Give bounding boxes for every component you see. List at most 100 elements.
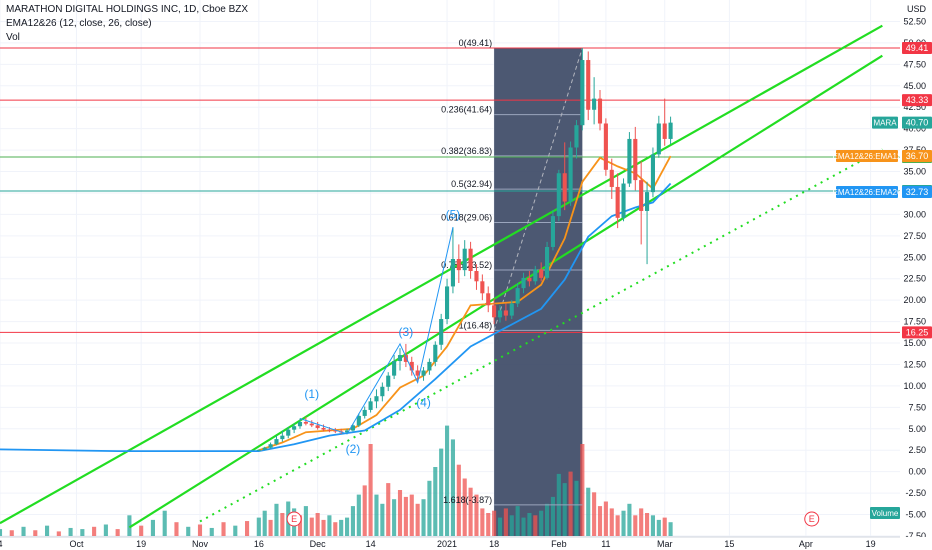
- level-tag-label: 43.33: [906, 95, 929, 105]
- candle-body: [368, 401, 373, 410]
- candle-body: [427, 361, 432, 371]
- candle-body: [309, 423, 314, 426]
- volume-bar: [245, 521, 250, 536]
- candle-body: [574, 125, 579, 148]
- volume-bar: [315, 513, 320, 536]
- series-tag-label: MARA: [873, 119, 897, 128]
- candle-body: [439, 319, 444, 345]
- volume-bar: [21, 526, 26, 536]
- fib-level-label: 1(16.48): [459, 320, 493, 330]
- volume-bar: [297, 515, 303, 536]
- volume-badge-label: Volume: [872, 509, 899, 518]
- price-tags: 49.41 43.33 36.70 32.73 16.25 MARA 40.70 EMA12&…: [833, 41, 932, 519]
- price-tick-label: 17.50: [903, 317, 926, 327]
- earnings-icon-label: E: [291, 514, 297, 524]
- volume-bar: [127, 515, 132, 536]
- candle-body: [421, 370, 426, 376]
- price-axis[interactable]: USD52.5050.0047.5045.0042.5040.0037.5035…: [900, 0, 932, 550]
- time-tick-label: 11: [601, 539, 610, 549]
- time-tick-label: 2021: [437, 539, 457, 549]
- price-tick-label: -7.50: [905, 531, 926, 541]
- volume-bar: [568, 471, 573, 536]
- price-tick-label: 25.00: [903, 252, 926, 262]
- candle-body: [274, 439, 279, 445]
- time-tick-label: 18: [489, 539, 499, 549]
- candle-body: [380, 386, 385, 397]
- volume-bar: [539, 510, 544, 536]
- volume-bar: [386, 483, 391, 536]
- trend-channel[interactable]: [0, 24, 883, 529]
- volume-bar: [656, 519, 661, 536]
- level-tag: [902, 94, 932, 107]
- earnings-icon: [804, 511, 820, 527]
- earnings-icon: [286, 511, 302, 527]
- volume-bar: [415, 503, 420, 536]
- candle-body: [480, 281, 485, 294]
- candle-body: [509, 303, 514, 316]
- channel-line: [128, 54, 883, 529]
- volume-bar: [339, 519, 344, 536]
- volume-bar: [345, 517, 350, 536]
- volume-bar: [327, 515, 332, 536]
- volume-bar: [433, 467, 438, 536]
- candle-body: [586, 60, 591, 110]
- volume-bar: [374, 494, 379, 536]
- horizontal-levels[interactable]: [0, 47, 900, 333]
- volume-bar: [521, 517, 526, 536]
- fib-level-label: 0.382(36.83): [441, 146, 492, 156]
- price-tick-label: 10.00: [903, 381, 926, 391]
- symbol-title[interactable]: MARATHON DIGITAL HOLDINGS INC, 1D, Cboe …: [6, 4, 249, 15]
- indicator-legend[interactable]: EMA12&26 (12, close, 26, close): [6, 18, 152, 29]
- candle-body: [668, 122, 673, 139]
- candle-body: [450, 258, 455, 287]
- candle-body: [303, 421, 308, 424]
- volume-bar: [474, 494, 479, 536]
- volume-bar: [403, 496, 408, 536]
- volume-bar: [450, 439, 455, 536]
- time-axis[interactable]: 4 Oct 19 Nov 16 Dec 14 2021 18 Feb 11 Mar 15 Apr 19: [0, 536, 932, 550]
- volume-badge: [870, 507, 900, 519]
- volume-bar: [392, 499, 397, 536]
- time-tick-label: Nov: [192, 539, 209, 549]
- candle-body: [592, 98, 597, 110]
- volume-bar: [480, 508, 485, 536]
- volume-bar: [562, 483, 567, 536]
- candle-body: [374, 396, 379, 402]
- candle-body: [345, 430, 350, 433]
- candle-body: [321, 427, 326, 430]
- volume-bar: [609, 508, 614, 536]
- candle-body: [615, 186, 620, 218]
- volume-bar: [197, 524, 203, 536]
- fib-range-box: [494, 47, 583, 536]
- volume-bar: [621, 510, 626, 536]
- candle-body: [545, 246, 550, 278]
- volume-bar: [150, 519, 155, 536]
- wave-label: (3): [399, 325, 414, 339]
- candle-body: [639, 180, 644, 211]
- candle-body: [456, 258, 461, 271]
- elliott-wave[interactable]: (1) (2) (3) (4) (5): [299, 208, 460, 456]
- volume-bar: [303, 506, 308, 536]
- series-tag-label: EMA12&26:EMA26: [833, 188, 902, 197]
- price-tick-label: 7.50: [908, 402, 926, 412]
- price-tick-label: 40.00: [903, 124, 926, 134]
- candle-body: [656, 123, 661, 155]
- candle-body: [662, 123, 667, 139]
- candle-body: [497, 310, 503, 318]
- candle-body: [621, 183, 626, 218]
- series-value-label: 32.73: [906, 187, 929, 197]
- candle-body: [474, 271, 479, 282]
- price-tick-label: 5.00: [908, 424, 926, 434]
- candle-body: [645, 192, 650, 211]
- candle-body: [609, 169, 614, 187]
- series-value-label: 36.70: [906, 151, 929, 161]
- fib-level-label: 0(49.41): [459, 38, 493, 48]
- candle-body: [550, 216, 555, 247]
- volume-bar: [574, 480, 579, 536]
- candle-body: [492, 305, 497, 318]
- time-tick-label: 19: [136, 539, 146, 549]
- volume-legend[interactable]: Vol: [6, 32, 20, 43]
- candle-body: [262, 447, 267, 450]
